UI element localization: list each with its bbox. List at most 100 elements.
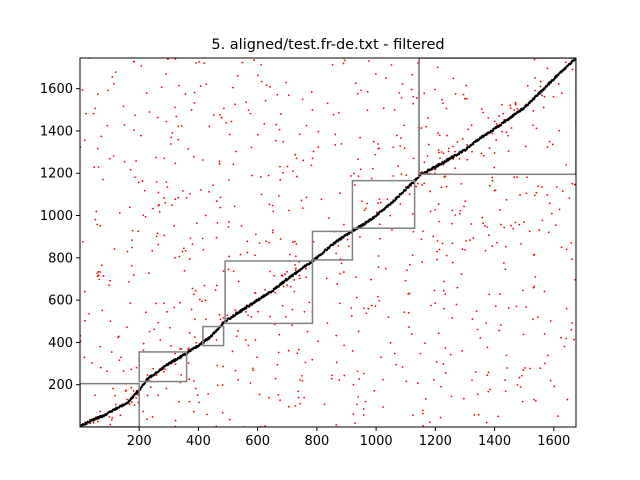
noise-point [371,167,374,170]
noise-point [534,399,537,402]
noise-point [528,230,531,233]
noise-point [472,236,475,239]
noise-point [278,128,281,131]
noise-point [274,139,277,142]
noise-point [566,398,569,401]
noise-point [451,317,454,319]
x-tick-label: 1600 [537,434,570,449]
noise-point [370,304,373,307]
noise-point [97,270,100,273]
noise-point [233,205,236,208]
noise-point [382,378,384,381]
noise-point [571,68,574,71]
noise-point [222,365,225,368]
noise-point [438,248,441,251]
noise-point [456,141,459,143]
noise-point [276,363,279,366]
noise-point [219,318,222,321]
noise-point [147,272,150,275]
noise-point [282,171,284,174]
noise-point [432,235,435,238]
noise-point [482,222,484,225]
noise-point [464,97,466,100]
noise-point [99,271,102,273]
noise-point [191,287,194,290]
noise-point [164,201,167,204]
noise-point [436,258,438,261]
noise-point [449,353,452,356]
noise-point [343,374,346,377]
noise-point [335,361,338,364]
noise-point [326,322,329,324]
noise-point [279,165,281,168]
noise-point [99,345,102,348]
noise-point [178,400,180,403]
noise-point [476,393,479,396]
noise-point [110,351,113,353]
noise-point [289,285,292,288]
noise-point [96,223,99,226]
noise-point [294,153,297,156]
noise-point [351,350,354,352]
noise-point [259,176,262,178]
diagonal-point [387,205,390,208]
noise-point [374,305,377,307]
noise-point [459,210,462,212]
noise-point [109,279,111,282]
y-tick-label: 1200 [40,167,73,182]
noise-point [434,208,437,211]
noise-point [570,241,573,244]
noise-point [523,221,525,224]
noise-point [146,394,149,397]
noise-point [97,274,100,277]
noise-point [253,59,255,62]
noise-point [244,338,247,341]
noise-point [297,348,300,351]
noise-point [130,386,133,389]
noise-point [235,335,238,338]
noise-point [541,94,543,97]
noise-point [510,127,513,129]
noise-point [137,393,139,396]
noise-point [83,139,86,142]
noise-point [442,289,445,292]
noise-point [354,276,357,278]
noise-point [206,413,208,416]
noise-point [334,144,337,146]
noise-point [513,176,516,179]
noise-point [454,93,457,95]
noise-point [269,315,271,318]
noise-point [134,114,136,117]
noise-point [96,93,99,96]
noise-point [408,326,410,328]
noise-point [486,346,489,349]
noise-point [532,124,534,127]
noise-point [174,162,177,165]
noise-point [503,226,506,229]
noise-point [428,421,431,424]
noise-point [498,329,501,332]
noise-point [357,396,360,398]
diagonal-point [93,419,96,422]
noise-point [451,209,454,212]
noise-point [502,262,505,264]
noise-point [339,192,341,195]
noise-point [454,150,456,153]
noise-point [416,382,419,384]
noise-point [555,186,558,188]
noise-point [539,367,542,370]
noise-point [378,223,381,226]
noise-point [273,274,276,277]
noise-point [194,387,197,390]
noise-point [504,245,507,248]
noise-point [466,97,468,100]
noise-point [386,198,389,201]
noise-point [543,95,546,98]
noise-point [332,113,335,116]
noise-point [254,233,257,236]
noise-point [483,224,486,227]
noise-point [145,311,147,314]
noise-point [459,212,461,215]
noise-point [491,245,494,248]
noise-point [280,113,282,115]
